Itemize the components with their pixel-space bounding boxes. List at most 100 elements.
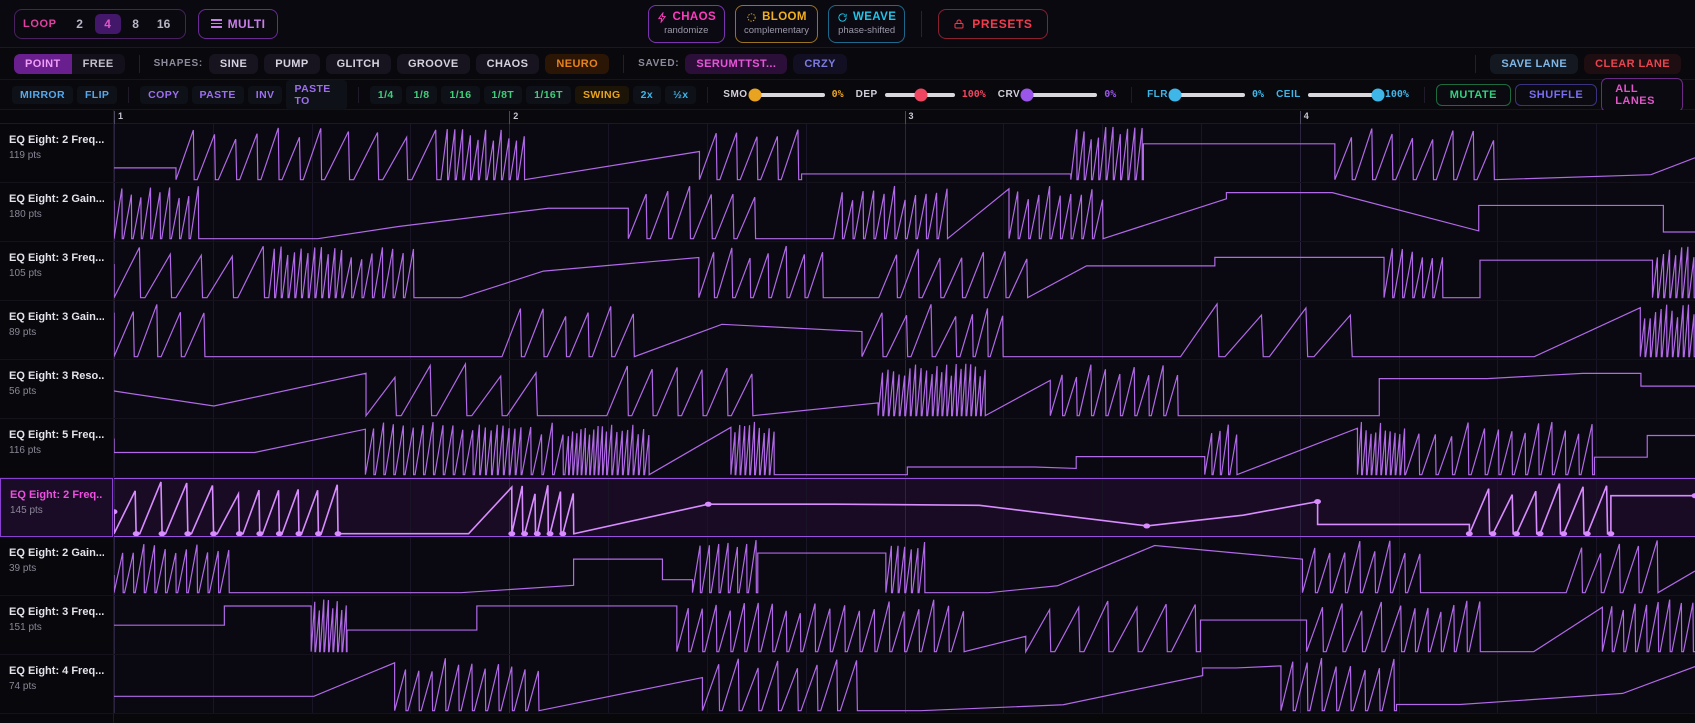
- lane-0[interactable]: [114, 124, 1695, 183]
- lane-1[interactable]: [114, 183, 1695, 242]
- paste-button[interactable]: PASTE: [191, 85, 244, 104]
- shape-groove-button[interactable]: GROOVE: [396, 53, 470, 74]
- mode-card-bloom[interactable]: BLOOM complementary: [735, 4, 818, 43]
- automation-point[interactable]: [1465, 531, 1473, 536]
- automation-point[interactable]: [1560, 531, 1568, 536]
- multi-button[interactable]: MULTI: [197, 8, 279, 39]
- lane-automation-curve[interactable]: [114, 124, 1695, 182]
- slider-ceil-track[interactable]: [1307, 88, 1385, 101]
- slider-crv-knob[interactable]: [1020, 88, 1034, 101]
- slider-smo-knob[interactable]: [748, 88, 762, 101]
- slider-ceil-knob[interactable]: [1371, 88, 1385, 101]
- paste-to-button[interactable]: PASTE TO: [286, 79, 348, 110]
- automation-point[interactable]: [1143, 523, 1151, 529]
- saved-preset-serumttst[interactable]: SERUMTTST...: [685, 53, 788, 74]
- automation-point[interactable]: [275, 531, 283, 536]
- lane-automation-curve[interactable]: [114, 479, 1695, 536]
- mode-free-button[interactable]: FREE: [82, 57, 114, 70]
- loop-option-2[interactable]: 2: [76, 16, 83, 31]
- swing-button[interactable]: SWING: [575, 85, 629, 104]
- point-free-segment[interactable]: POINT FREE: [14, 53, 125, 74]
- automation-point[interactable]: [210, 531, 218, 536]
- mutate-button[interactable]: MUTATE: [1435, 83, 1511, 106]
- lane-name-8[interactable]: EQ Eight: 3 Freq... 151 pts: [0, 596, 113, 655]
- save-lane-button[interactable]: SAVE LANE: [1490, 53, 1579, 74]
- grid-eighth-triplet-button[interactable]: 1/8T: [483, 85, 523, 104]
- lane-name-5[interactable]: EQ Eight: 5 Freq... 116 pts: [0, 419, 113, 478]
- grid-quarter-button[interactable]: 1/4: [369, 85, 402, 104]
- automation-point[interactable]: [559, 531, 567, 536]
- automation-point[interactable]: [235, 531, 243, 536]
- loop-length-group[interactable]: LOOP 2 4 8 16: [14, 8, 186, 39]
- lane-9[interactable]: [114, 655, 1695, 714]
- rate-double-button[interactable]: 2x: [632, 85, 662, 104]
- automation-point[interactable]: [546, 531, 554, 536]
- lane-automation-curve[interactable]: [114, 242, 1695, 300]
- automation-point[interactable]: [256, 531, 264, 536]
- shape-sine-button[interactable]: SINE: [208, 53, 259, 74]
- automation-point[interactable]: [533, 531, 541, 536]
- lane-name-9[interactable]: EQ Eight: 4 Freq... 74 pts: [0, 655, 113, 714]
- automation-point[interactable]: [508, 531, 516, 536]
- slider-dep-knob[interactable]: [914, 88, 928, 101]
- mode-point-button[interactable]: POINT: [14, 53, 72, 74]
- lane-automation-curve[interactable]: [114, 301, 1695, 359]
- lane-automation-curve[interactable]: [114, 596, 1695, 654]
- lane-name-3[interactable]: EQ Eight: 3 Gain... 89 pts: [0, 301, 113, 360]
- slider-flr[interactable]: FLR 0%: [1147, 88, 1264, 101]
- lane-7[interactable]: [114, 537, 1695, 596]
- automation-point[interactable]: [1583, 531, 1591, 536]
- shape-pump-button[interactable]: PUMP: [264, 53, 320, 74]
- lane-3[interactable]: [114, 301, 1695, 360]
- mode-card-weave[interactable]: WEAVE phase-shifted: [827, 4, 906, 43]
- automation-point[interactable]: [334, 531, 342, 536]
- slider-smo-track[interactable]: [748, 88, 825, 101]
- automation-point[interactable]: [704, 501, 712, 507]
- clear-lane-button[interactable]: CLEAR LANE: [1584, 53, 1681, 74]
- shape-chaos-button[interactable]: CHAOS: [475, 53, 540, 74]
- slider-smo[interactable]: SMO 0%: [723, 88, 844, 101]
- lane-2[interactable]: [114, 242, 1695, 301]
- lane-name-2[interactable]: EQ Eight: 3 Freq... 105 pts: [0, 242, 113, 301]
- timeline-ruler[interactable]: 1 2 3 4: [114, 110, 1695, 124]
- shuffle-button[interactable]: SHUFFLE: [1514, 83, 1598, 106]
- shape-glitch-button[interactable]: GLITCH: [325, 53, 391, 74]
- slider-dep-track[interactable]: [884, 88, 955, 101]
- lane-5[interactable]: [114, 419, 1695, 478]
- automation-point[interactable]: [295, 531, 303, 536]
- lane-automation-curve[interactable]: [114, 419, 1695, 477]
- automation-point[interactable]: [1513, 531, 1520, 536]
- loop-option-8[interactable]: 8: [132, 16, 139, 31]
- slider-crv-track[interactable]: [1020, 88, 1098, 101]
- all-lanes-button[interactable]: ALL LANES: [1601, 77, 1683, 112]
- lane-4[interactable]: [114, 360, 1695, 419]
- automation-point[interactable]: [1607, 531, 1615, 536]
- lane-name-6[interactable]: EQ Eight: 2 Freq... 145 pts: [0, 478, 113, 537]
- lane-name-0[interactable]: EQ Eight: 2 Freq... 119 pts: [0, 124, 113, 183]
- mirror-button[interactable]: MIRROR: [12, 85, 73, 104]
- lane-automation-curve[interactable]: [114, 655, 1695, 713]
- loop-option-16[interactable]: 16: [156, 16, 171, 31]
- automation-point[interactable]: [184, 531, 192, 536]
- grid-sixteenth-triplet-button[interactable]: 1/16T: [526, 85, 571, 104]
- automation-point[interactable]: [1536, 531, 1544, 536]
- rate-half-button[interactable]: ½x: [665, 85, 697, 104]
- invert-button[interactable]: INV: [247, 85, 283, 104]
- slider-flr-knob[interactable]: [1168, 88, 1182, 101]
- automation-point[interactable]: [1314, 498, 1322, 505]
- lane-name-7[interactable]: EQ Eight: 2 Gain... 39 pts: [0, 537, 113, 596]
- automation-point[interactable]: [1489, 531, 1497, 536]
- grid-sixteenth-button[interactable]: 1/16: [441, 85, 480, 104]
- slider-crv[interactable]: CRV 0%: [998, 88, 1116, 101]
- copy-button[interactable]: COPY: [140, 85, 188, 104]
- grid-eighth-button[interactable]: 1/8: [405, 85, 438, 104]
- automation-point[interactable]: [521, 531, 529, 536]
- automation-point[interactable]: [114, 509, 118, 515]
- automation-point[interactable]: [158, 531, 166, 536]
- lane-automation-curve[interactable]: [114, 183, 1695, 241]
- automation-point[interactable]: [1691, 493, 1695, 499]
- slider-ceil[interactable]: CEIL 100%: [1276, 88, 1409, 101]
- automation-point-handles[interactable]: [114, 493, 1695, 536]
- automation-point[interactable]: [132, 531, 140, 536]
- automation-point[interactable]: [315, 531, 322, 536]
